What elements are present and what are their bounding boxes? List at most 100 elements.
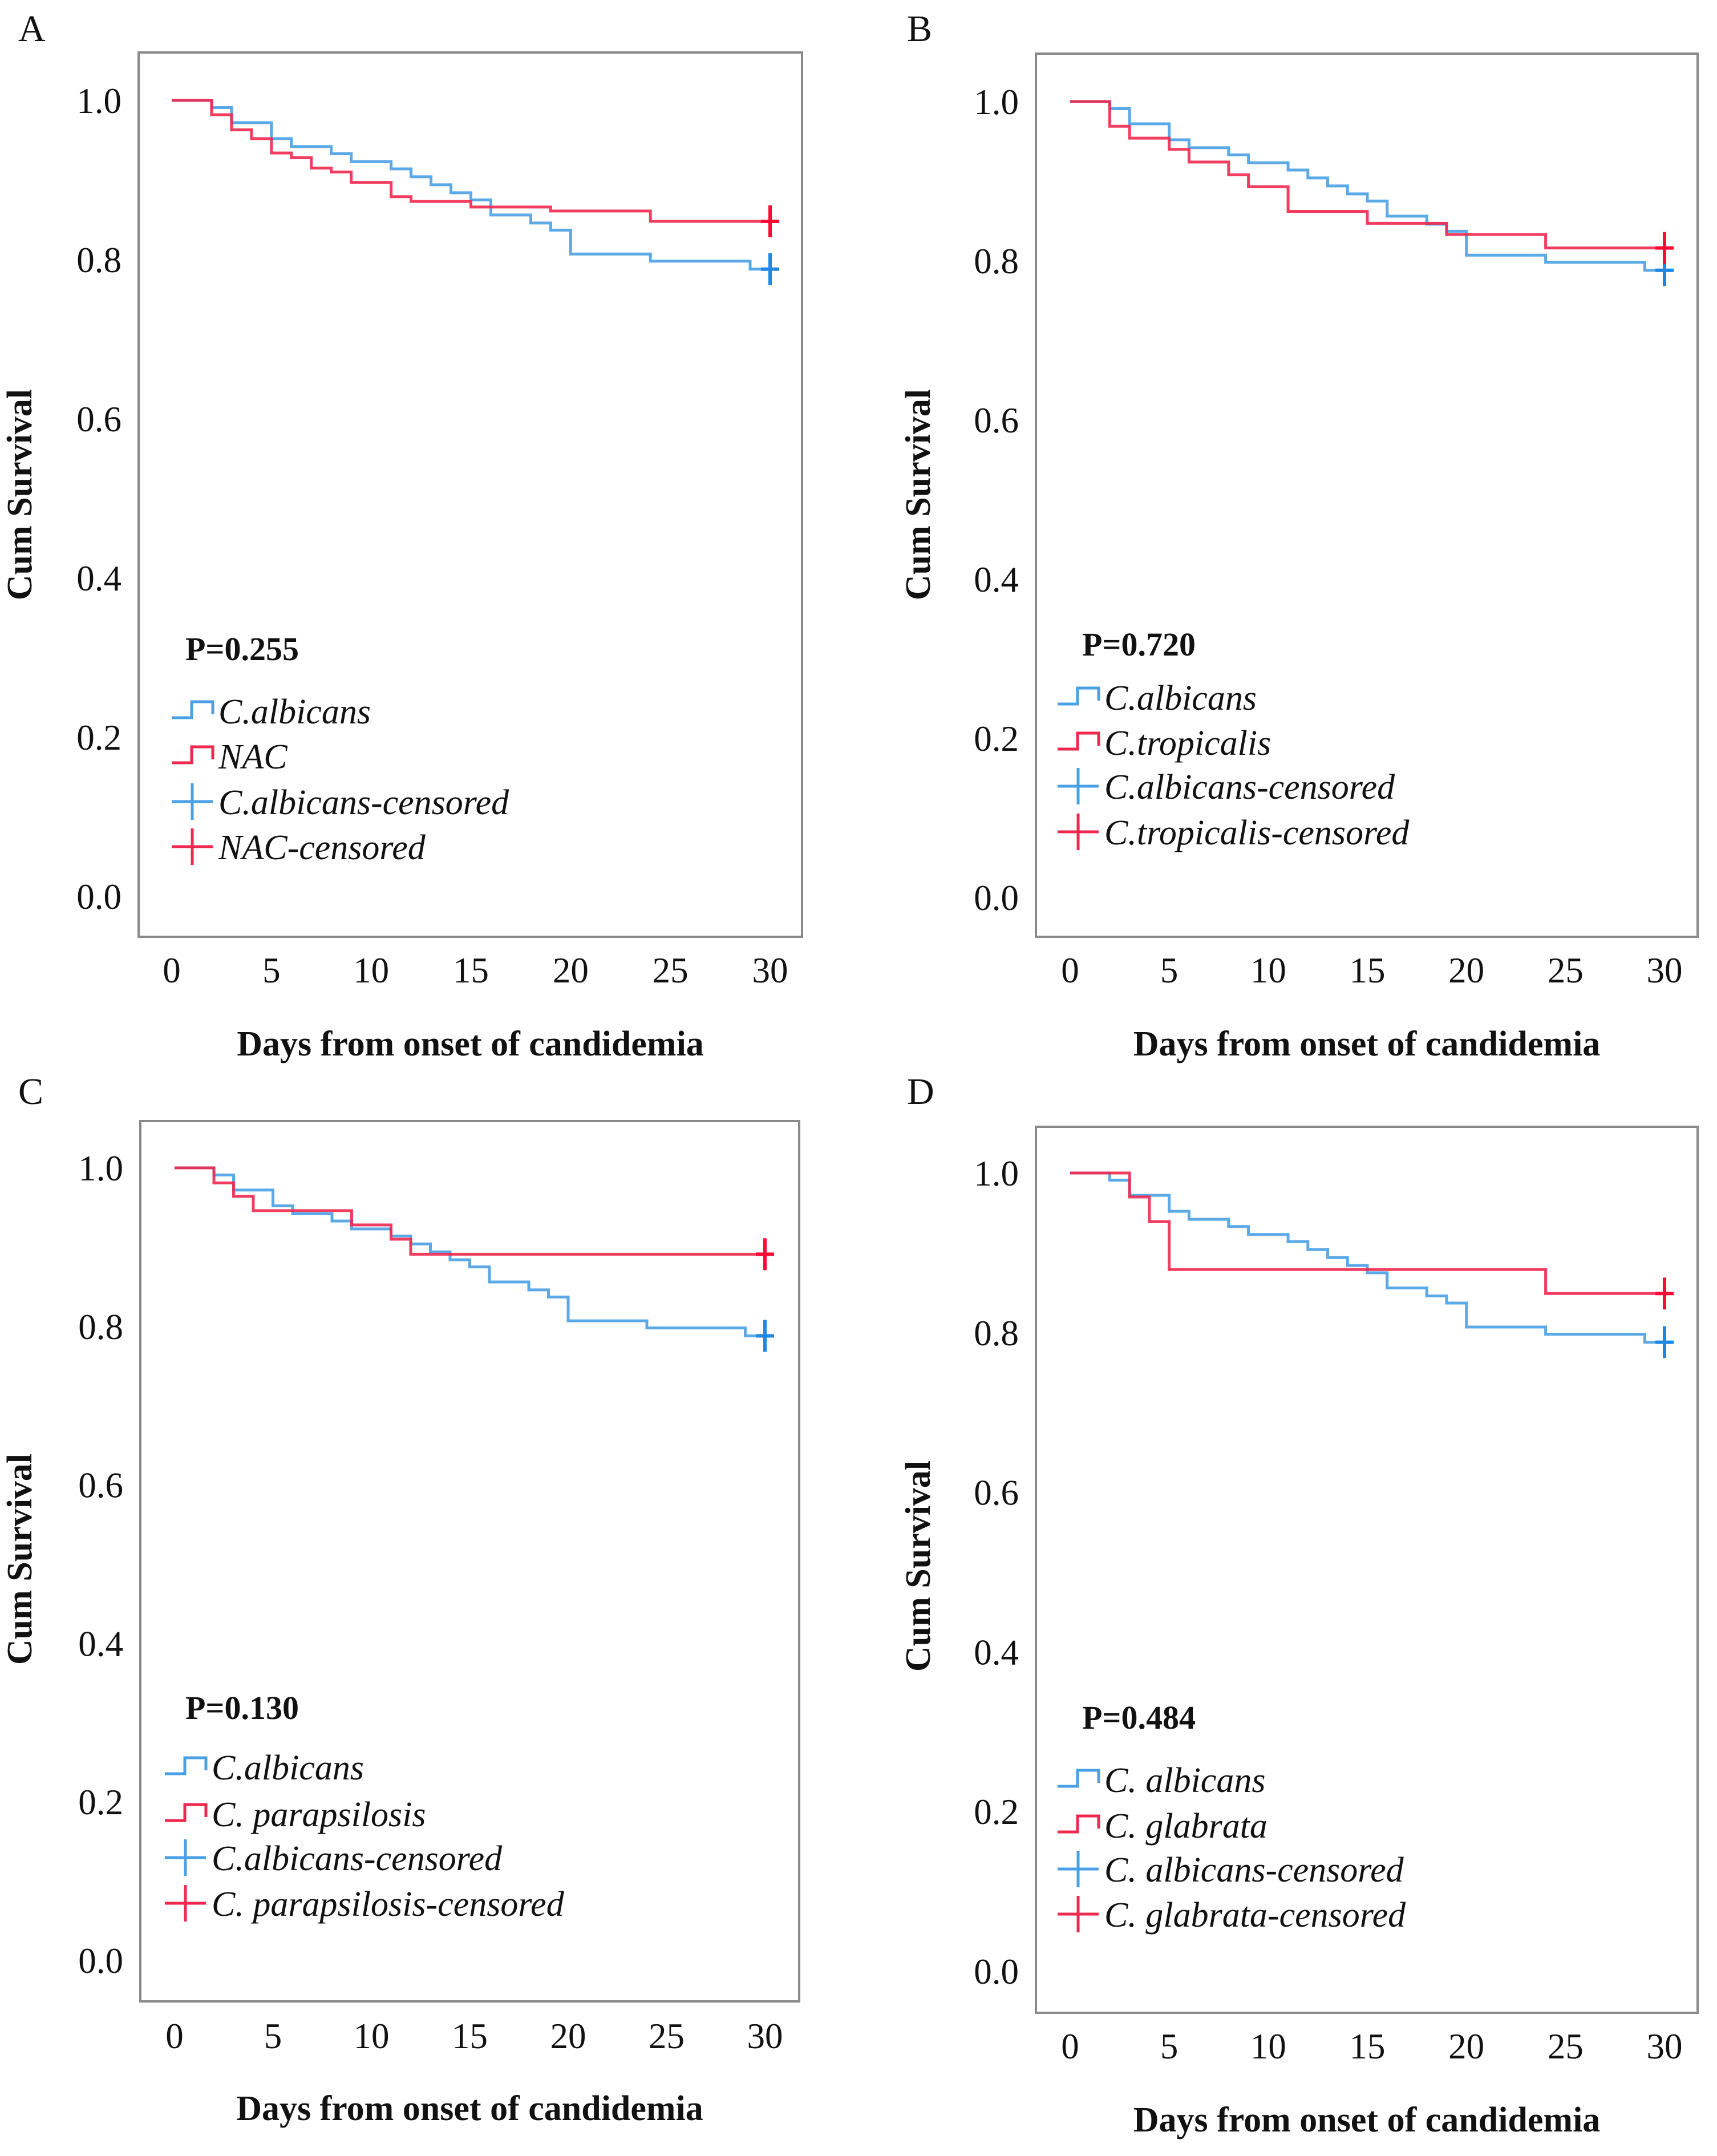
legend-label: NAC xyxy=(218,738,287,776)
survival-curve-blue xyxy=(175,1166,765,1337)
censor-mark xyxy=(1655,232,1674,264)
x-tick-label: 5 xyxy=(1160,950,1179,990)
x-tick-label: 15 xyxy=(1350,2026,1386,2066)
x-tick-label: 20 xyxy=(1448,2026,1484,2066)
legend: C.albicans C.tropicalis C.albicans-censore… xyxy=(1058,679,1410,852)
legend-label: C.albicans xyxy=(1104,679,1257,718)
legend-label: C. albicans xyxy=(1104,1761,1265,1800)
x-axis-label: Days from onset of candidemia xyxy=(1133,2101,1601,2139)
x-tick-label: 25 xyxy=(649,2016,685,2056)
legend-step-icon xyxy=(1058,1769,1100,1788)
x-tick-label: 10 xyxy=(1250,2026,1286,2066)
panel-d: D 0.0 0.2 0.4 0.6 0.8 1.0 0 5 10 15 20 25 30 Days from… xyxy=(899,1071,1699,2139)
p-value: P=0.130 xyxy=(185,1689,299,1726)
panel-letter: B xyxy=(907,8,932,50)
x-tick-label: 30 xyxy=(1647,2026,1683,2066)
y-tick-label: 0.4 xyxy=(78,1624,123,1664)
y-tick-label: 0.4 xyxy=(76,559,122,598)
x-tick-label: 25 xyxy=(1548,2026,1584,2066)
plot-frame xyxy=(1035,52,1699,938)
legend-label: C. parapsilosis-censored xyxy=(212,1885,565,1924)
survival-curve-red xyxy=(1070,1171,1665,1295)
x-axis-label: Days from onset of candidemia xyxy=(1133,1025,1601,1063)
y-tick-label: 0.2 xyxy=(974,719,1019,759)
legend-step-icon xyxy=(172,745,214,764)
panel-letter: A xyxy=(18,8,46,50)
legend: C.albicans NAC C.albicans-censored NAC-cens… xyxy=(172,693,509,867)
legend-step-icon xyxy=(165,1803,208,1822)
survival-curve-red xyxy=(1070,100,1665,250)
x-tick-label: 5 xyxy=(262,950,281,990)
y-tick-label: 0.8 xyxy=(974,1313,1019,1353)
y-axis-label: Cum Survival xyxy=(1,389,39,600)
legend: C.albicans C. parapsilosis C.albicans-cens… xyxy=(165,1749,565,1924)
legend-censor-icon xyxy=(1058,814,1099,850)
legend-step-icon xyxy=(172,700,214,719)
x-tick-label: 0 xyxy=(1061,950,1079,990)
x-tick-label: 10 xyxy=(354,2016,390,2056)
y-tick-label: 0.2 xyxy=(76,718,122,758)
y-tick-label: 0.8 xyxy=(78,1307,123,1347)
legend-censor-icon xyxy=(1058,768,1099,804)
legend-label: C. glabrata-censored xyxy=(1104,1896,1406,1935)
x-tick-label: 25 xyxy=(1548,950,1584,990)
legend-label: C. parapsilosis xyxy=(212,1795,426,1834)
legend-label: C.tropicalis-censored xyxy=(1104,814,1410,852)
panel-c: C 0.0 0.2 0.4 0.6 0.8 1.0 0 5 10 15 20 25 30 Days from… xyxy=(1,1071,800,2128)
y-tick-label: 0.0 xyxy=(76,877,122,917)
censor-mark xyxy=(1655,1326,1674,1358)
x-tick-label: 10 xyxy=(1250,950,1286,990)
panel-letter: D xyxy=(907,1071,934,1113)
legend-step-icon xyxy=(1058,1814,1100,1834)
survival-curve-red xyxy=(175,1166,765,1256)
legend-label: C.albicans xyxy=(218,693,371,731)
panel-letter: C xyxy=(18,1071,43,1113)
y-tick-label: 0.6 xyxy=(974,1473,1019,1513)
x-tick-label: 0 xyxy=(165,2016,184,2056)
survival-curve-blue xyxy=(172,99,770,271)
legend-censor-icon xyxy=(1058,1851,1099,1887)
legend-label: C.tropicalis xyxy=(1104,724,1271,763)
legend-censor-icon xyxy=(172,783,213,820)
survival-curve-red xyxy=(172,99,770,223)
x-tick-label: 30 xyxy=(747,2016,783,2056)
legend-label: NAC-censored xyxy=(218,828,426,867)
censor-mark xyxy=(1655,1277,1674,1310)
legend-censor-icon xyxy=(1058,1896,1099,1932)
plot-frame xyxy=(139,1120,800,2003)
legend: C. albicans C. glabrata C. albicans-censor… xyxy=(1058,1761,1406,1935)
y-axis-label: Cum Survival xyxy=(899,389,938,600)
censor-mark xyxy=(761,253,779,285)
legend-label: C. glabrata xyxy=(1104,1807,1267,1846)
x-axis-label: Days from onset of candidemia xyxy=(237,1025,704,1063)
x-tick-label: 15 xyxy=(452,2016,488,2056)
x-tick-label: 20 xyxy=(550,2016,586,2056)
censor-mark xyxy=(756,1238,774,1271)
x-tick-label: 0 xyxy=(163,950,181,990)
legend-label: C.albicans-censored xyxy=(212,1839,503,1878)
y-tick-label: 1.0 xyxy=(974,1154,1019,1194)
panel-a: A 0.0 0.2 0.4 0.6 0.8 1.0 0 5 10 15 20 25 30 Days from… xyxy=(1,8,803,1063)
y-axis-label: Cum Survival xyxy=(1,1454,39,1665)
p-value: P=0.720 xyxy=(1082,626,1196,663)
y-tick-label: 0.6 xyxy=(974,401,1019,440)
censor-mark xyxy=(756,1320,774,1352)
x-axis-label: Days from onset of candidemia xyxy=(236,2089,703,2128)
x-tick-label: 30 xyxy=(1647,950,1683,990)
legend-step-icon xyxy=(165,1756,208,1775)
censor-mark xyxy=(761,205,779,238)
y-tick-label: 0.8 xyxy=(76,240,122,280)
x-tick-label: 5 xyxy=(1160,2026,1179,2066)
legend-step-icon xyxy=(1058,731,1100,751)
p-value: P=0.255 xyxy=(185,630,299,668)
legend-censor-icon xyxy=(165,1839,206,1876)
legend-label: C.albicans xyxy=(212,1749,364,1787)
panel-b: B 0.0 0.2 0.4 0.6 0.8 1.0 0 5 10 15 20 25 30 Days from… xyxy=(899,8,1699,1063)
x-tick-label: 20 xyxy=(1448,950,1484,990)
x-tick-label: 15 xyxy=(1350,950,1386,990)
survival-curve-blue xyxy=(1070,100,1665,272)
plot-frame xyxy=(137,51,803,938)
y-tick-label: 1.0 xyxy=(76,81,122,121)
